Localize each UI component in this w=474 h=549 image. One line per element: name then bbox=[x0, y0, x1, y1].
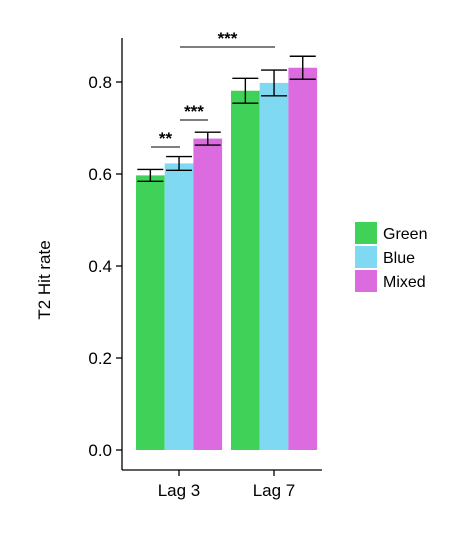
significance-label: ** bbox=[159, 129, 173, 148]
significance-annotations: ******** bbox=[151, 29, 275, 148]
significance-label: *** bbox=[218, 29, 238, 48]
error-bar bbox=[137, 168, 164, 183]
bar-blue bbox=[259, 82, 289, 451]
legend-item-green: Green bbox=[355, 222, 427, 244]
bar-blue bbox=[164, 163, 194, 451]
bar-mixed bbox=[288, 67, 318, 451]
bar-green bbox=[136, 175, 165, 450]
legend-label: Blue bbox=[383, 250, 415, 267]
error-bar bbox=[194, 131, 221, 146]
legend: Green Blue Mixed bbox=[355, 222, 427, 292]
bar-green bbox=[231, 90, 260, 451]
error-bar bbox=[261, 69, 288, 97]
x-tick-label: Lag 7 bbox=[253, 481, 296, 500]
error-bar bbox=[166, 155, 193, 172]
bar-mixed bbox=[193, 138, 223, 450]
significance-bracket: *** bbox=[180, 29, 275, 48]
legend-label: Mixed bbox=[383, 274, 426, 291]
legend-item-mixed: Mixed bbox=[355, 270, 426, 292]
legend-item-blue: Blue bbox=[355, 246, 415, 268]
y-tick-label: 0.0 bbox=[88, 441, 112, 460]
significance-bracket: *** bbox=[180, 102, 208, 121]
bars bbox=[136, 55, 318, 451]
error-bar bbox=[232, 77, 259, 104]
legend-swatch bbox=[355, 270, 377, 292]
x-tick-label: Lag 3 bbox=[158, 481, 201, 500]
y-tick-label: 0.6 bbox=[88, 165, 112, 184]
error-bar bbox=[289, 55, 316, 80]
y-tick-label: 0.4 bbox=[88, 257, 112, 276]
legend-swatch bbox=[355, 222, 377, 244]
legend-label: Green bbox=[383, 226, 427, 243]
legend-swatch bbox=[355, 246, 377, 268]
y-tick-label: 0.8 bbox=[88, 73, 112, 92]
significance-bracket: ** bbox=[151, 129, 180, 148]
axes: 0.0 0.2 0.4 0.6 0.8 Lag 3 Lag 7 bbox=[88, 38, 322, 500]
significance-label: *** bbox=[184, 102, 204, 121]
y-axis-title: T2 Hit rate bbox=[35, 240, 54, 319]
y-tick-label: 0.2 bbox=[88, 349, 112, 368]
